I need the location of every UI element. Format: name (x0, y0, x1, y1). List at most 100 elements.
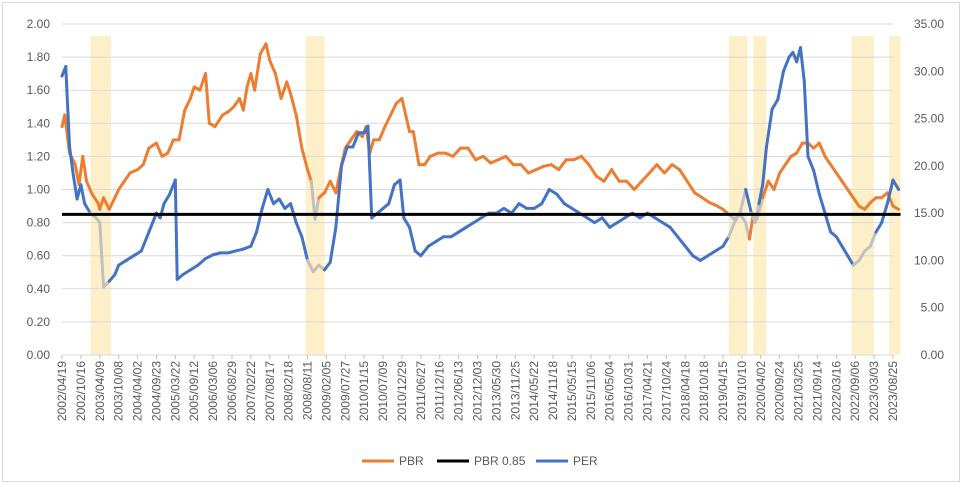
x-tick-label: 2013/11/25 (508, 361, 522, 420)
pbr-line-segment (700, 196, 712, 205)
pbr-line-segment (289, 92, 298, 117)
per-line-segment (509, 202, 521, 215)
per-line-segment (323, 260, 332, 272)
x-tick-label: 2010/12/29 (395, 361, 409, 421)
per-line-segment (162, 192, 172, 206)
x-tick-label: 2007/08/17 (263, 361, 277, 421)
left-tick-label: 2.00 (27, 17, 51, 31)
pbr-line-segment (640, 171, 651, 183)
right-tick-label: 5.00 (921, 301, 945, 315)
pbr-line-segment (685, 179, 697, 195)
x-tick-label: 2009/02/05 (319, 361, 333, 421)
pbr-line-segment (306, 168, 313, 183)
per-line-segment (812, 169, 821, 196)
pbr-line-segment (154, 141, 164, 158)
per-line-segment (98, 221, 106, 289)
pbr-line-segment (632, 179, 644, 191)
pbr-line-segment (519, 163, 530, 175)
x-tick-label: 2007/02/22 (244, 361, 258, 421)
x-tick-label: 2016/05/04 (603, 361, 617, 421)
x-tick-label: 2011/06/27 (414, 361, 428, 420)
per-line-segment (798, 46, 806, 83)
per-line-segment (387, 183, 396, 206)
per-line-segment (770, 98, 780, 111)
pbr-line-segment (241, 85, 249, 112)
right-tick-label: 15.00 (914, 206, 944, 220)
chart-frame (2, 2, 960, 482)
per-line-segment (806, 154, 816, 173)
x-tick-label: 2003/10/08 (112, 361, 126, 421)
per-line-segment (402, 216, 412, 229)
pbr-line-segment (294, 113, 304, 150)
pbr-line-segment (117, 179, 126, 191)
pbr-line-segment (783, 154, 793, 167)
left-tick-label: 0.40 (27, 282, 51, 296)
per-line-segment (294, 221, 304, 239)
per-line-segment (328, 225, 338, 264)
x-tick-label: 2010/07/09 (376, 361, 390, 421)
pbr-line-segment (610, 168, 621, 183)
per-line-segment (83, 202, 92, 215)
per-line-segment (834, 235, 844, 248)
per-line-segment (540, 188, 551, 206)
pbr-line-segment (113, 188, 121, 200)
pbr-line-segment (823, 154, 833, 167)
per-line-segment (668, 225, 680, 239)
per-line-segment (266, 188, 276, 206)
x-tick-label: 2020/09/24 (773, 361, 787, 421)
pbr-line-segment (285, 80, 293, 96)
per-line-segment (891, 178, 901, 191)
per-line-segment (419, 244, 430, 258)
right-tick-label: 10.00 (914, 253, 944, 267)
pbr-line-segment (268, 58, 277, 76)
pbr-line-segment (594, 174, 606, 183)
per-line-segment (600, 216, 612, 229)
per-line-segment (255, 206, 264, 234)
pbr-line-segment (141, 146, 151, 167)
x-tick-label: 2014/11/18 (546, 361, 560, 420)
left-tick-label: 1.20 (27, 149, 51, 163)
per-line-segment (744, 188, 753, 215)
highlight-band (305, 36, 325, 355)
pbr-line-segment (90, 192, 100, 205)
pbr-line-segment (400, 96, 408, 117)
pbr-line-segment (579, 154, 591, 167)
left-tick-label: 0.20 (27, 315, 51, 329)
pbr-line-segment (846, 188, 855, 200)
x-tick-label: 2011/12/16 (433, 361, 447, 420)
x-tick-label: 2018/04/18 (678, 361, 692, 421)
per-line-segment (306, 258, 315, 274)
pbr-line-segment (253, 52, 262, 92)
pbr-line-segment (177, 108, 187, 142)
pbr-line-segment (481, 154, 493, 165)
x-tick-label: 2023/03/03 (867, 361, 881, 421)
per-line-segment (340, 145, 349, 168)
pbr-line-segment (557, 158, 568, 172)
pbr-line-segment (383, 113, 393, 129)
highlight-band (851, 36, 875, 355)
x-tick-label: 2002/04/19 (55, 361, 69, 421)
right-tick-label: 20.00 (914, 159, 944, 173)
per-line-segment (738, 188, 748, 215)
pbr-line-segment (891, 204, 901, 211)
per-line-segment (351, 131, 361, 149)
pbr-line-segment (504, 154, 515, 167)
pbr-line-segment (279, 80, 289, 100)
highlight-bands (90, 36, 901, 355)
per-line-segment (817, 192, 827, 215)
pbr-line-segment (188, 85, 196, 100)
pbr-line-segment (423, 154, 432, 167)
x-tick-label: 2016/10/31 (622, 361, 636, 421)
left-tick-label: 1.60 (27, 83, 51, 97)
per-line-segment (761, 145, 768, 187)
per-line-segment (874, 221, 884, 234)
per-line-segment (249, 230, 259, 248)
per-line-segment (277, 197, 287, 210)
pbr-line-segment (323, 179, 332, 195)
pbr-line-segment (795, 141, 804, 155)
series-lines (60, 42, 901, 289)
pbr-line-segment (761, 179, 770, 200)
pbr-line-segment (349, 130, 359, 142)
x-tick-label: 2021/03/25 (792, 361, 806, 421)
